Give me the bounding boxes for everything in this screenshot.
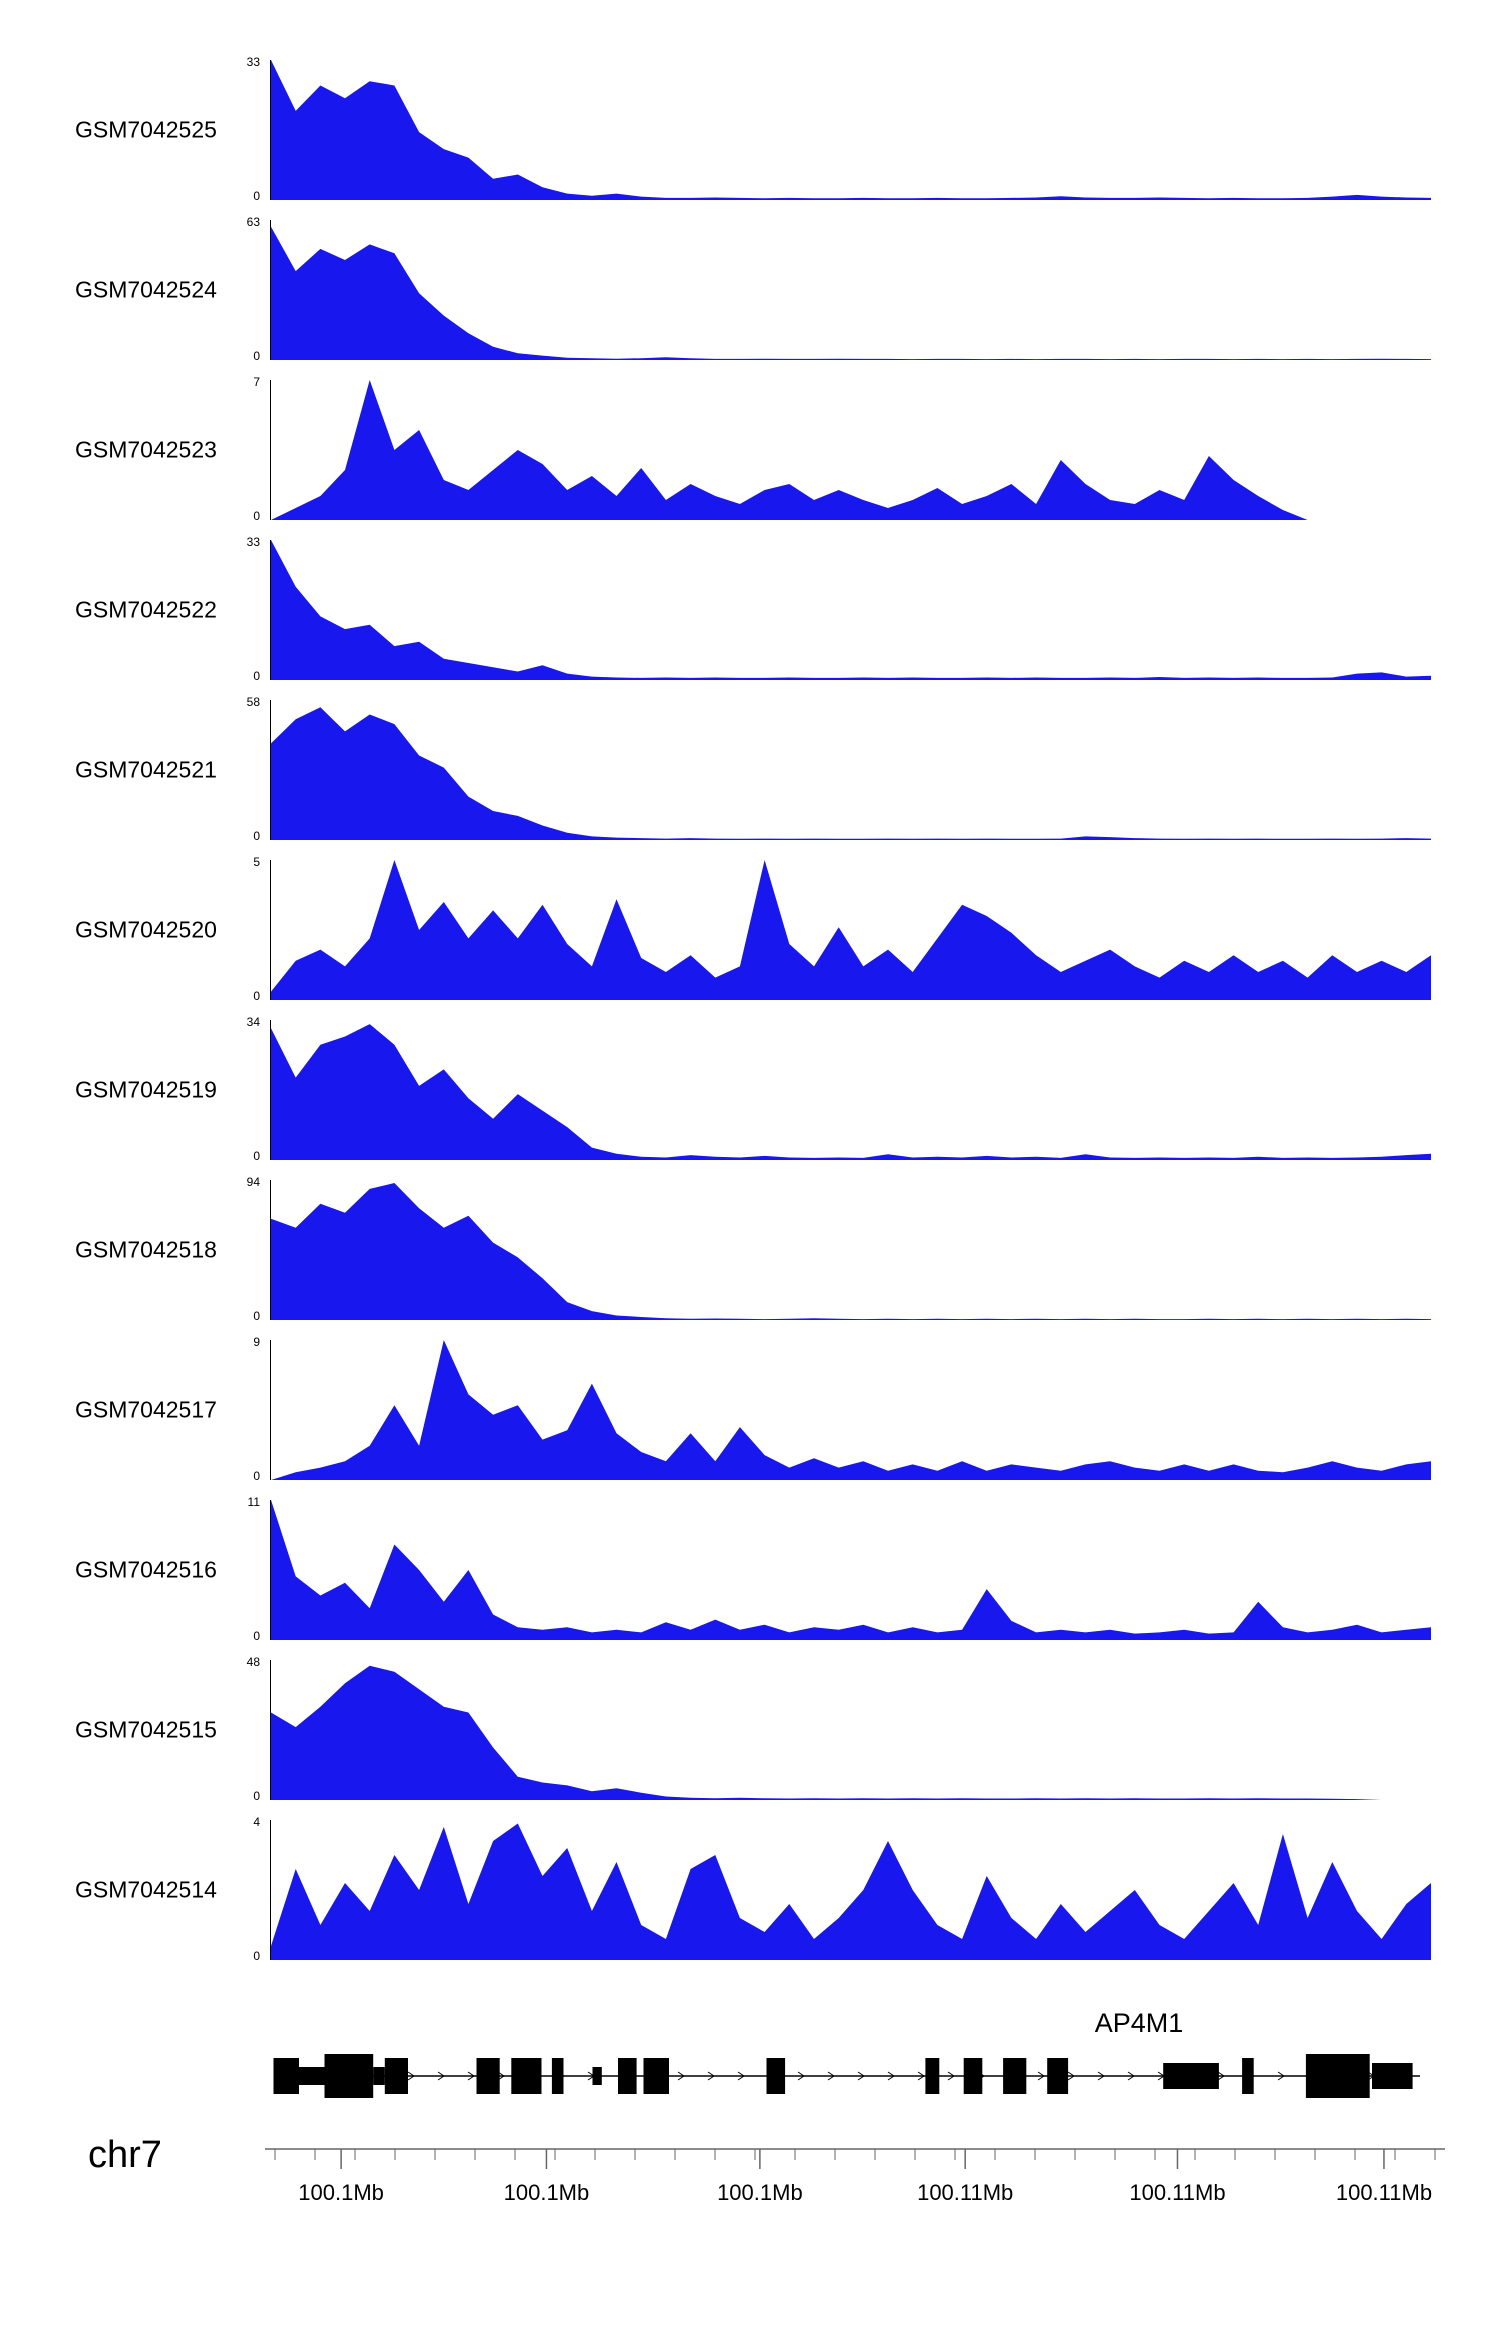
coverage-plot <box>270 1340 1431 1480</box>
coverage-track-row: GSM7042514 4 0 <box>0 1815 1500 1980</box>
gene-model-track <box>270 2044 1430 2113</box>
track-ymin-label: 0 <box>253 1469 260 1483</box>
genome-axis-ruler: 100.1Mb 100.1Mb 100.1Mb 100.11Mb 100.11Mb 100… <box>265 2148 1445 2237</box>
coverage-track-row: GSM7042525 33 0 <box>0 55 1500 220</box>
coverage-track-row: GSM7042523 7 0 <box>0 375 1500 540</box>
coverage-area-svg <box>271 540 1431 680</box>
axis-tick-label: 100.11Mb <box>1336 2180 1432 2205</box>
coverage-area-svg <box>271 1665 1431 1800</box>
track-label: GSM7042522 <box>75 596 217 623</box>
track-ymin-label: 0 <box>253 669 260 683</box>
axis-tick-label: 100.1Mb <box>504 2180 590 2205</box>
axis-tick-label: 100.1Mb <box>717 2180 803 2205</box>
track-ymax-label: 9 <box>253 1335 260 1349</box>
axis-tick-label: 100.1Mb <box>298 2180 384 2205</box>
axis-tick-label: 100.11Mb <box>1129 2180 1225 2205</box>
coverage-area-svg <box>271 1024 1431 1160</box>
coverage-area-svg <box>271 1183 1431 1320</box>
track-label: GSM7042518 <box>75 1236 217 1263</box>
coverage-track-row: GSM7042520 5 0 <box>0 855 1500 1020</box>
coverage-area-svg <box>271 60 1431 200</box>
genome-axis-svg: 100.1Mb 100.1Mb 100.1Mb 100.11Mb 100.11Mb 100… <box>265 2148 1445 2205</box>
gene-model-svg <box>273 2054 1420 2098</box>
coverage-track-row: GSM7042515 48 0 <box>0 1655 1500 1820</box>
track-ymin-label: 0 <box>253 509 260 523</box>
track-ymin-label: 0 <box>253 1789 260 1803</box>
track-ymin-label: 0 <box>253 1949 260 1963</box>
coverage-track-row: GSM7042519 34 0 <box>0 1015 1500 1180</box>
coverage-plot <box>270 220 1431 360</box>
coverage-plot <box>270 1820 1431 1960</box>
axis-tick-label: 100.11Mb <box>917 2180 1013 2205</box>
track-ymin-label: 0 <box>253 349 260 363</box>
coverage-plot <box>270 1180 1431 1320</box>
track-ymax-label: 63 <box>246 215 260 229</box>
track-ymin-label: 0 <box>253 829 260 843</box>
track-ymin-label: 0 <box>253 189 260 203</box>
coverage-track-row: GSM7042524 63 0 <box>0 215 1500 380</box>
coverage-plot <box>270 1020 1431 1160</box>
coverage-area-svg <box>271 1823 1431 1960</box>
track-ymax-label: 94 <box>246 1175 260 1189</box>
tracks-container: GSM7042525 33 0 GSM7042524 63 0 GSM70425… <box>0 55 1500 1980</box>
coverage-area-svg <box>271 860 1431 1000</box>
coverage-area-svg <box>271 1500 1431 1640</box>
coverage-plot <box>270 860 1431 1000</box>
track-label: GSM7042521 <box>75 756 217 783</box>
track-ymin-label: 0 <box>253 1149 260 1163</box>
track-ymax-label: 48 <box>246 1655 260 1669</box>
coverage-track-row: GSM7042518 94 0 <box>0 1175 1500 1340</box>
coverage-track-row: GSM7042521 58 0 <box>0 695 1500 860</box>
track-label: GSM7042517 <box>75 1396 217 1423</box>
track-ymax-label: 7 <box>253 375 260 389</box>
coverage-area-svg <box>271 707 1431 840</box>
track-label: GSM7042524 <box>75 276 217 303</box>
coverage-track-row: GSM7042522 33 0 <box>0 535 1500 700</box>
track-ymax-label: 33 <box>246 55 260 69</box>
coverage-track-row: GSM7042516 11 0 <box>0 1495 1500 1660</box>
coverage-area-svg <box>271 226 1431 360</box>
track-label: GSM7042525 <box>75 116 217 143</box>
coverage-plot <box>270 1660 1431 1800</box>
track-ymin-label: 0 <box>253 989 260 1003</box>
coverage-track-row: GSM7042517 9 0 <box>0 1335 1500 1500</box>
coverage-plot <box>270 1500 1431 1640</box>
chromosome-label: chr7 <box>88 2134 162 2176</box>
coverage-plot <box>270 700 1431 840</box>
track-label: GSM7042514 <box>75 1876 217 1903</box>
coverage-area-svg <box>271 380 1431 520</box>
track-ymax-label: 5 <box>253 855 260 869</box>
track-ymax-label: 34 <box>246 1015 260 1029</box>
track-ymax-label: 4 <box>253 1815 260 1829</box>
track-ymax-label: 11 <box>247 1495 260 1509</box>
track-label: GSM7042519 <box>75 1076 217 1103</box>
coverage-plot <box>270 60 1431 200</box>
coverage-plot <box>270 380 1431 520</box>
track-label: GSM7042515 <box>75 1716 217 1743</box>
track-ymin-label: 0 <box>253 1629 260 1643</box>
track-ymax-label: 33 <box>246 535 260 549</box>
track-label: GSM7042523 <box>75 436 217 463</box>
track-ymax-label: 58 <box>246 695 260 709</box>
track-label: GSM7042516 <box>75 1556 217 1583</box>
gene-name-label: AP4M1 <box>1094 2008 1184 2038</box>
track-label: GSM7042520 <box>75 916 217 943</box>
track-ymin-label: 0 <box>253 1309 260 1323</box>
coverage-area-svg <box>271 1340 1431 1480</box>
coverage-plot <box>270 540 1431 680</box>
